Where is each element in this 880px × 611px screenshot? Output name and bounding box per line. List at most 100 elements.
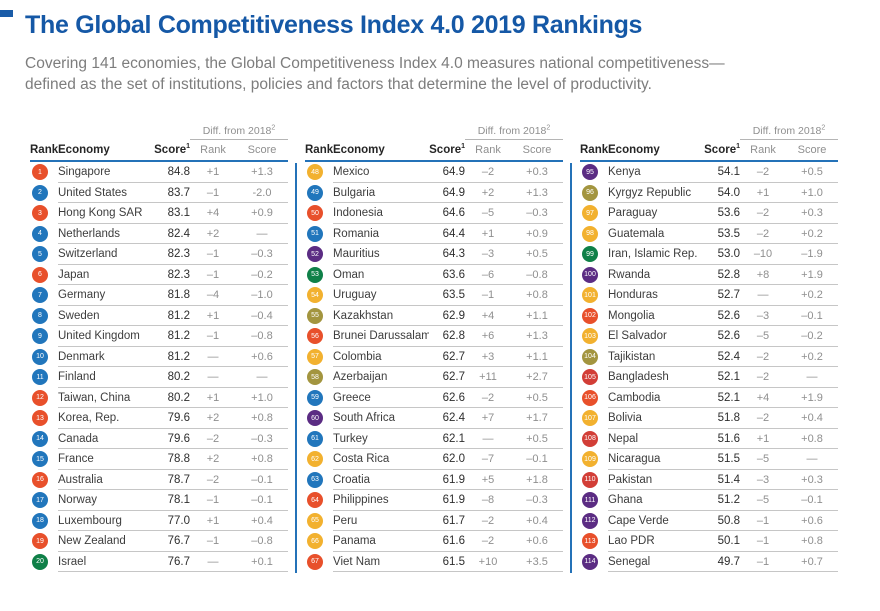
score-value: 62.8 xyxy=(442,330,465,343)
table-row: 65 Peru 61.7 –2 +0.4 xyxy=(305,511,563,532)
rank-badge: 96 xyxy=(582,184,598,201)
rank-diff-value: +1 xyxy=(206,309,220,322)
economy-name: Honduras xyxy=(608,289,658,302)
rankings-panel-2: Diff. from 20182 Rank Economy Score1 Ran… xyxy=(295,125,563,573)
rank-diff-value: –3 xyxy=(756,473,770,486)
rank-header: Rank xyxy=(580,144,609,156)
page-title: The Global Competitiveness Index 4.0 201… xyxy=(25,11,643,39)
score-diff-value: +0.5 xyxy=(526,391,548,404)
score-diff-value: –0.1 xyxy=(251,494,273,507)
score-diff-value: +0.6 xyxy=(251,350,273,363)
economy-name: Finland xyxy=(58,371,96,384)
rank-diff-value: — xyxy=(207,371,219,384)
score-value: 52.4 xyxy=(717,350,740,363)
rank-badge: 95 xyxy=(582,164,598,181)
score-value: 78.1 xyxy=(167,494,190,507)
economy-name: Netherlands xyxy=(58,227,121,240)
rank-badge: 17 xyxy=(32,492,48,509)
economy-name: Uruguay xyxy=(333,289,377,302)
rank-badge: 55 xyxy=(307,307,323,324)
economy-name: Greece xyxy=(333,391,371,404)
rank-diff-value: –1 xyxy=(756,555,770,568)
score-value: 62.9 xyxy=(442,309,465,322)
rank-diff-value: — xyxy=(757,289,769,302)
rank-diff-value: –1 xyxy=(206,494,220,507)
score-value: 62.7 xyxy=(442,371,465,384)
rank-badge: 50 xyxy=(307,205,323,222)
rank-diff-value: +5 xyxy=(481,473,495,486)
score-header: Score1 xyxy=(429,143,465,156)
economy-name: Panama xyxy=(333,535,376,548)
economy-name: Denmark xyxy=(58,350,105,363)
rank-badge: 99 xyxy=(582,246,598,263)
score-diff-value: +1.1 xyxy=(526,309,548,322)
table-row: 62 Costa Rica 62.0 –7 –0.1 xyxy=(305,449,563,470)
rank-badge: 6 xyxy=(32,266,48,283)
rank-diff-value: +4 xyxy=(206,207,220,220)
score-value: 62.4 xyxy=(442,412,465,425)
score-diff-value: — xyxy=(806,453,818,466)
economy-name: Mauritius xyxy=(333,248,380,261)
rows-container: 95 Kenya 54.1 –2 +0.5 96 Kyrgyz Republic… xyxy=(570,162,838,573)
score-value: 53.5 xyxy=(717,227,740,240)
table-row: 19 New Zealand 76.7 –1 –0.8 xyxy=(30,531,288,552)
rank-badge: 20 xyxy=(32,553,48,570)
table-row: 9 United Kingdom 81.2 –1 –0.8 xyxy=(30,326,288,347)
table-row: 97 Paraguay 53.6 –2 +0.3 xyxy=(580,203,838,224)
rank-diff-value: +1 xyxy=(206,166,220,179)
score-diff-value: –0.3 xyxy=(526,207,548,220)
rank-badge: 111 xyxy=(582,492,598,509)
diff-from-2018-header: Diff. from 20182 xyxy=(740,125,838,140)
table-row: 64 Philippines 61.9 –8 –0.3 xyxy=(305,490,563,511)
score-diff-value: –0.2 xyxy=(251,268,273,281)
table-row: 114 Senegal 49.7 –1 +0.7 xyxy=(580,552,838,573)
economy-header: Economy xyxy=(333,144,385,156)
score-diff-value: +0.3 xyxy=(526,166,548,179)
score-value: 83.1 xyxy=(167,207,190,220)
rank-diff-value: –8 xyxy=(481,494,495,507)
economy-name: Bangladesh xyxy=(608,371,669,384)
score-diff-value: +1.8 xyxy=(526,473,548,486)
rank-diff-value: –4 xyxy=(206,289,220,302)
score-value: 51.2 xyxy=(717,494,740,507)
economy-name: Luxembourg xyxy=(58,514,122,527)
column-headers: Rank Economy Score1 Rank Score xyxy=(30,140,288,162)
economy-name: Germany xyxy=(58,289,106,302)
rank-badge: 61 xyxy=(307,430,323,447)
table-row: 99 Iran, Islamic Rep. 53.0 –10 –1.9 xyxy=(580,244,838,265)
score-value: 82.4 xyxy=(167,227,190,240)
rank-badge: 54 xyxy=(307,287,323,304)
economy-name: Sweden xyxy=(58,309,100,322)
intro-paragraph: Covering 141 economies, the Global Compe… xyxy=(25,55,725,93)
score-value: 52.6 xyxy=(717,330,740,343)
rank-diff-value: — xyxy=(207,555,219,568)
diff-score-header: Score xyxy=(797,144,827,156)
table-row: 67 Viet Nam 61.5 +10 +3.5 xyxy=(305,552,563,573)
score-value: 76.7 xyxy=(167,555,190,568)
score-diff-value: +0.8 xyxy=(251,412,273,425)
rank-badge: 12 xyxy=(32,389,48,406)
rankings-panel-1: Diff. from 20182 Rank Economy Score1 Ran… xyxy=(30,125,288,572)
score-diff-value: –0.1 xyxy=(526,453,548,466)
rank-badge: 3 xyxy=(32,205,48,222)
rank-badge: 103 xyxy=(582,328,598,345)
score-diff-value: — xyxy=(256,371,268,384)
rankings-panel-3: Diff. from 20182 Rank Economy Score1 Ran… xyxy=(570,125,838,573)
table-row: 63 Croatia 61.9 +5 +1.8 xyxy=(305,470,563,491)
score-diff-value: +1.3 xyxy=(526,330,548,343)
score-value: 62.0 xyxy=(442,453,465,466)
score-value: 49.7 xyxy=(717,555,740,568)
table-row: 112 Cape Verde 50.8 –1 +0.6 xyxy=(580,511,838,532)
economy-name: Norway xyxy=(58,494,97,507)
rank-badge: 59 xyxy=(307,389,323,406)
rank-diff-value: –2 xyxy=(756,207,770,220)
rank-diff-value: +2 xyxy=(206,453,220,466)
economy-name: Turkey xyxy=(333,432,368,445)
rank-badge: 102 xyxy=(582,307,598,324)
rank-badge: 113 xyxy=(582,533,598,550)
rank-header: Rank xyxy=(30,144,59,156)
score-diff-value: +1.3 xyxy=(526,186,548,199)
table-row: 50 Indonesia 64.6 –5 –0.3 xyxy=(305,203,563,224)
score-value: 61.6 xyxy=(442,535,465,548)
score-value: 78.7 xyxy=(167,473,190,486)
